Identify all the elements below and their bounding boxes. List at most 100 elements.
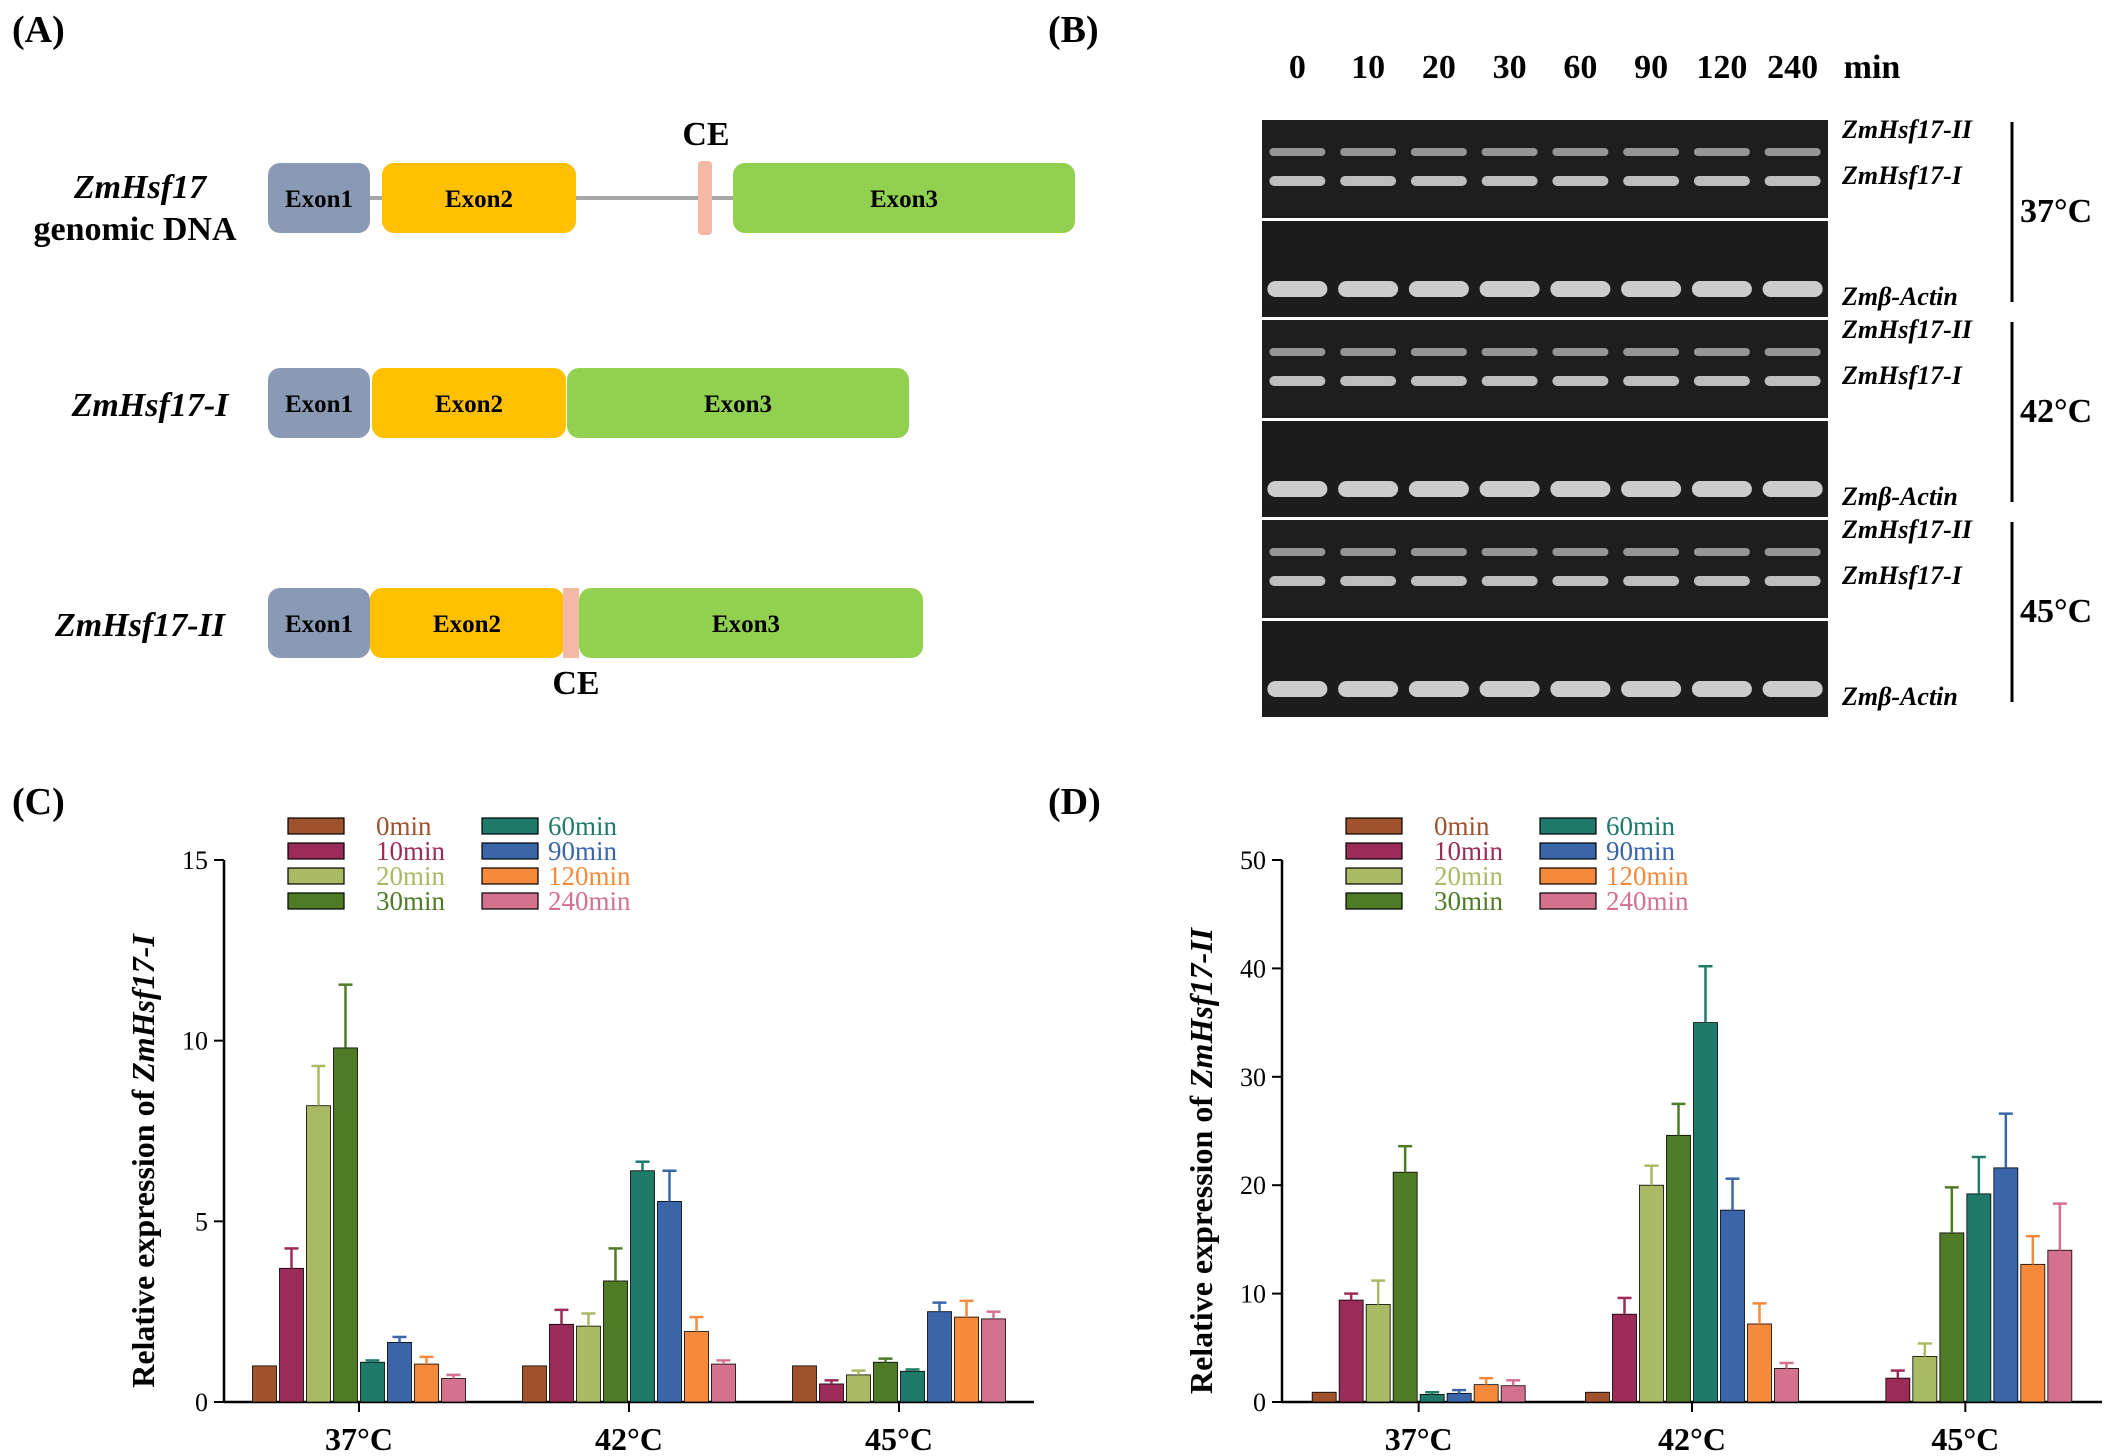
legend-swatch [287, 842, 345, 860]
legend-label: 20min [376, 861, 446, 891]
band-zmhsf17-ii [1410, 348, 1467, 356]
timepoint-label: 60 [1563, 49, 1597, 86]
legend-item: 30min [1345, 886, 1504, 916]
bar [1885, 1377, 1911, 1403]
bar [414, 1363, 439, 1403]
bar [1966, 1193, 1992, 1403]
genomic-gene-name: ZmHsf17 [73, 169, 208, 206]
band-zmhsf17-i [1481, 176, 1538, 186]
gel-group: ZmHsf17-II ZmHsf17-I Zmβ-Actin 37°C [1262, 115, 2092, 317]
genomic-ce-box [698, 161, 712, 235]
bar [1311, 1391, 1337, 1403]
bar [954, 1316, 979, 1403]
band-label-actin: Zmβ-Actin [1841, 682, 1958, 711]
bar [1365, 1304, 1391, 1403]
bar [549, 1323, 574, 1403]
genomic-exon3-box [733, 163, 1075, 233]
bar [441, 1378, 466, 1403]
isoform1-exon2-label: Exon2 [435, 391, 503, 418]
isoform2-ce-box [563, 588, 579, 658]
legend-label: 20min [1434, 861, 1504, 891]
legend-swatch [287, 892, 345, 910]
isoform1-exon1-label: Exon1 [285, 391, 353, 418]
band-zmhsf17-i [1764, 376, 1821, 386]
band-actin [1408, 681, 1469, 697]
y-tick-label: 10 [1240, 1280, 1266, 1309]
band-zmhsf17-i [1552, 376, 1609, 386]
band-actin [1550, 681, 1611, 697]
legend-swatch [1539, 867, 1597, 885]
band-zmhsf17-i [1410, 176, 1467, 186]
gel-group: ZmHsf17-II ZmHsf17-I Zmβ-Actin 42°C [1262, 315, 2092, 517]
isoform1-exon2-box [372, 368, 566, 438]
band-zmhsf17-ii [1481, 348, 1538, 356]
band-zmhsf17-ii [1693, 148, 1750, 156]
x-tick-label: 45°C [865, 1421, 933, 1456]
band-zmhsf17-i [1693, 376, 1750, 386]
band-actin [1267, 681, 1328, 697]
band-label-zmhsf17-i: ZmHsf17-I [1841, 361, 1963, 390]
panel-label-a: (A) [12, 9, 65, 51]
band-actin [1621, 481, 1682, 497]
band-zmhsf17-i [1269, 176, 1326, 186]
legend-label: 240min [548, 886, 631, 916]
band-zmhsf17-i [1693, 176, 1750, 186]
band-zmhsf17-i [1552, 176, 1609, 186]
isoform2-exon1-label: Exon1 [285, 611, 353, 638]
band-zmhsf17-ii [1269, 148, 1326, 156]
legend-swatch [287, 817, 345, 835]
band-actin [1338, 681, 1399, 697]
timepoint-label: 120 [1696, 49, 1747, 86]
y-tick-label: 30 [1240, 1063, 1266, 1092]
band-zmhsf17-ii [1481, 548, 1538, 556]
bar [522, 1365, 547, 1403]
bar-chart-zmhsf17-ii: 0 10 20 30 40 50 Relative expression of ZmHsf1… [1183, 811, 2102, 1456]
legend-label: 0min [376, 811, 432, 841]
bar [792, 1365, 817, 1403]
bar [1693, 1022, 1718, 1403]
bar [1774, 1367, 1799, 1403]
band-actin [1479, 281, 1540, 297]
legend-item: 10min [1345, 836, 1504, 866]
band-zmhsf17-ii [1340, 148, 1397, 156]
band-zmhsf17-ii [1623, 548, 1680, 556]
gel-figure: 0 10 20 30 60 90 120 240 min ZmHsf17-IIZmHsf17-I… [1262, 49, 2092, 717]
bar [360, 1361, 385, 1403]
band-actin [1621, 681, 1682, 697]
band-zmhsf17-ii [1552, 148, 1609, 156]
y-tick-label: 10 [182, 1027, 208, 1056]
panel-label-d: (D) [1048, 781, 1101, 823]
bar-chart-zmhsf17-i: 0 5 10 15 Relative expression of ZmHsf17-I 37… [125, 811, 1034, 1456]
y-axis-label: Relative expression of ZmHsf17-I [125, 933, 161, 1388]
band-zmhsf17-i [1481, 576, 1538, 586]
bar [1419, 1394, 1445, 1403]
band-zmhsf17-ii [1410, 548, 1467, 556]
legend-item: 90min [1539, 836, 1676, 866]
bar [1446, 1392, 1472, 1403]
bar [1666, 1134, 1691, 1403]
x-tick-label: 37°C [1385, 1421, 1453, 1456]
bar [927, 1311, 952, 1403]
bar [684, 1331, 709, 1403]
legend-swatch [1345, 842, 1403, 860]
band-actin [1408, 281, 1469, 297]
band-actin [1550, 281, 1611, 297]
isoform2-name: ZmHsf17-II [54, 607, 227, 644]
band-zmhsf17-ii [1552, 548, 1609, 556]
band-zmhsf17-ii [1623, 348, 1680, 356]
legend-swatch [481, 842, 539, 860]
x-tick-label: 42°C [1658, 1421, 1726, 1456]
band-actin [1408, 481, 1469, 497]
legend-label: 60min [548, 811, 618, 841]
band-actin [1338, 281, 1399, 297]
band-zmhsf17-i [1269, 376, 1326, 386]
legend-label: 60min [1606, 811, 1676, 841]
band-zmhsf17-i [1481, 376, 1538, 386]
band-zmhsf17-i [1340, 176, 1397, 186]
bar [900, 1370, 925, 1403]
band-actin [1762, 681, 1823, 697]
time-unit-label: min [1844, 49, 1901, 86]
legend-label: 240min [1606, 886, 1689, 916]
band-actin [1762, 281, 1823, 297]
gel-block-actin [1262, 621, 1828, 717]
